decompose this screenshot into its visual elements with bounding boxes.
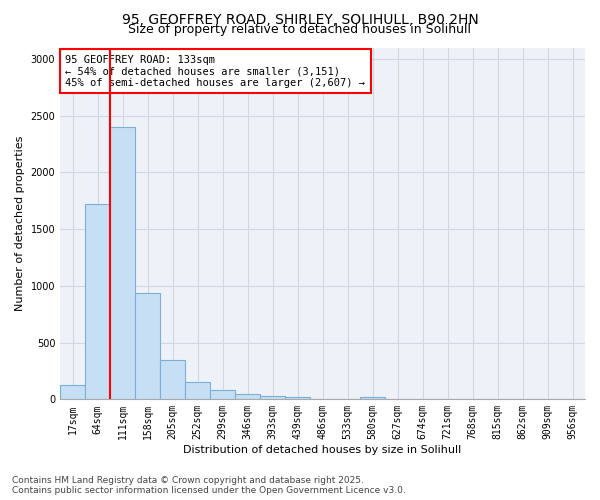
Bar	[60, 384, 85, 400]
Y-axis label: Number of detached properties: Number of detached properties	[15, 136, 25, 311]
Bar	[135, 292, 160, 400]
Text: 95, GEOFFREY ROAD, SHIRLEY, SOLIHULL, B90 2HN: 95, GEOFFREY ROAD, SHIRLEY, SOLIHULL, B9…	[122, 12, 478, 26]
Bar	[235, 394, 260, 400]
Bar	[110, 127, 135, 400]
Bar	[160, 360, 185, 400]
X-axis label: Distribution of detached houses by size in Solihull: Distribution of detached houses by size …	[184, 445, 462, 455]
Text: Size of property relative to detached houses in Solihull: Size of property relative to detached ho…	[128, 22, 472, 36]
Bar	[260, 396, 285, 400]
Bar	[285, 397, 310, 400]
Bar	[185, 382, 210, 400]
Bar	[85, 204, 110, 400]
Text: 95 GEOFFREY ROAD: 133sqm
← 54% of detached houses are smaller (3,151)
45% of sem: 95 GEOFFREY ROAD: 133sqm ← 54% of detach…	[65, 54, 365, 88]
Bar	[360, 397, 385, 400]
Bar	[210, 390, 235, 400]
Text: Contains HM Land Registry data © Crown copyright and database right 2025.
Contai: Contains HM Land Registry data © Crown c…	[12, 476, 406, 495]
